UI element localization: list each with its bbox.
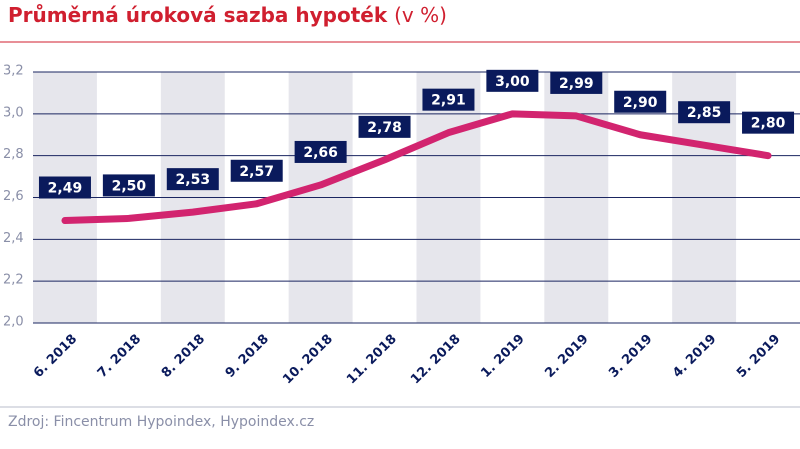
x-tick-label: 1. 2019 bbox=[478, 332, 527, 381]
title-suffix: (v %) bbox=[394, 3, 447, 27]
x-tick-label: 3. 2019 bbox=[606, 332, 655, 381]
x-tick-label: 5. 2019 bbox=[734, 332, 783, 381]
y-tick-label: 2,2 bbox=[3, 273, 24, 288]
x-tick-label: 4. 2019 bbox=[670, 332, 719, 381]
value-label: 2,50 bbox=[112, 178, 147, 194]
value-label: 2,90 bbox=[623, 95, 658, 111]
value-label-box bbox=[614, 90, 667, 113]
source: Zdroj: Fincentrum Hypoindex, Hypoindex.c… bbox=[8, 414, 314, 430]
value-label-box bbox=[38, 176, 91, 199]
value-label-box bbox=[742, 111, 795, 134]
value-label-box bbox=[102, 174, 155, 197]
value-label-box bbox=[422, 88, 475, 111]
x-tick-label: 11. 2018 bbox=[344, 332, 400, 388]
value-label-box bbox=[358, 115, 411, 138]
x-tick-label: 2. 2019 bbox=[542, 332, 591, 381]
value-label: 2,78 bbox=[367, 120, 402, 136]
value-label: 2,57 bbox=[239, 164, 274, 180]
x-tick-label: 8. 2018 bbox=[159, 332, 208, 381]
y-tick-label: 3,0 bbox=[3, 105, 24, 120]
x-tick-label: 9. 2018 bbox=[223, 332, 272, 381]
x-tick-label: 7. 2018 bbox=[95, 332, 144, 381]
y-tick-label: 3,2 bbox=[3, 64, 24, 79]
value-label-box bbox=[294, 140, 347, 163]
value-label: 2,53 bbox=[176, 172, 211, 188]
value-label: 2,85 bbox=[687, 105, 722, 121]
chart-title: Průměrná úroková sazba hypoték (v %) bbox=[8, 3, 447, 27]
y-tick-label: 2,8 bbox=[3, 147, 24, 162]
y-tick-label: 2,6 bbox=[3, 189, 24, 204]
y-tick-label: 2,4 bbox=[3, 231, 24, 246]
y-tick-label: 2,0 bbox=[3, 315, 24, 330]
value-label: 3,00 bbox=[495, 74, 530, 90]
value-label: 2,66 bbox=[303, 145, 338, 161]
value-label: 2,80 bbox=[751, 116, 786, 132]
value-label-box bbox=[550, 71, 603, 94]
title-main: Průměrná úroková sazba hypoték bbox=[8, 3, 388, 27]
value-label: 2,99 bbox=[559, 76, 594, 92]
value-label-box bbox=[230, 159, 283, 182]
value-label-box bbox=[166, 168, 219, 191]
series-line bbox=[61, 110, 772, 225]
value-label: 2,49 bbox=[48, 181, 83, 197]
value-label-box bbox=[486, 69, 539, 92]
x-tick-label: 6. 2018 bbox=[31, 332, 80, 381]
value-label: 2,91 bbox=[431, 93, 466, 109]
x-tick-label: 10. 2018 bbox=[280, 332, 336, 388]
x-tick-label: 12. 2018 bbox=[408, 332, 464, 388]
value-label-box bbox=[678, 101, 731, 124]
